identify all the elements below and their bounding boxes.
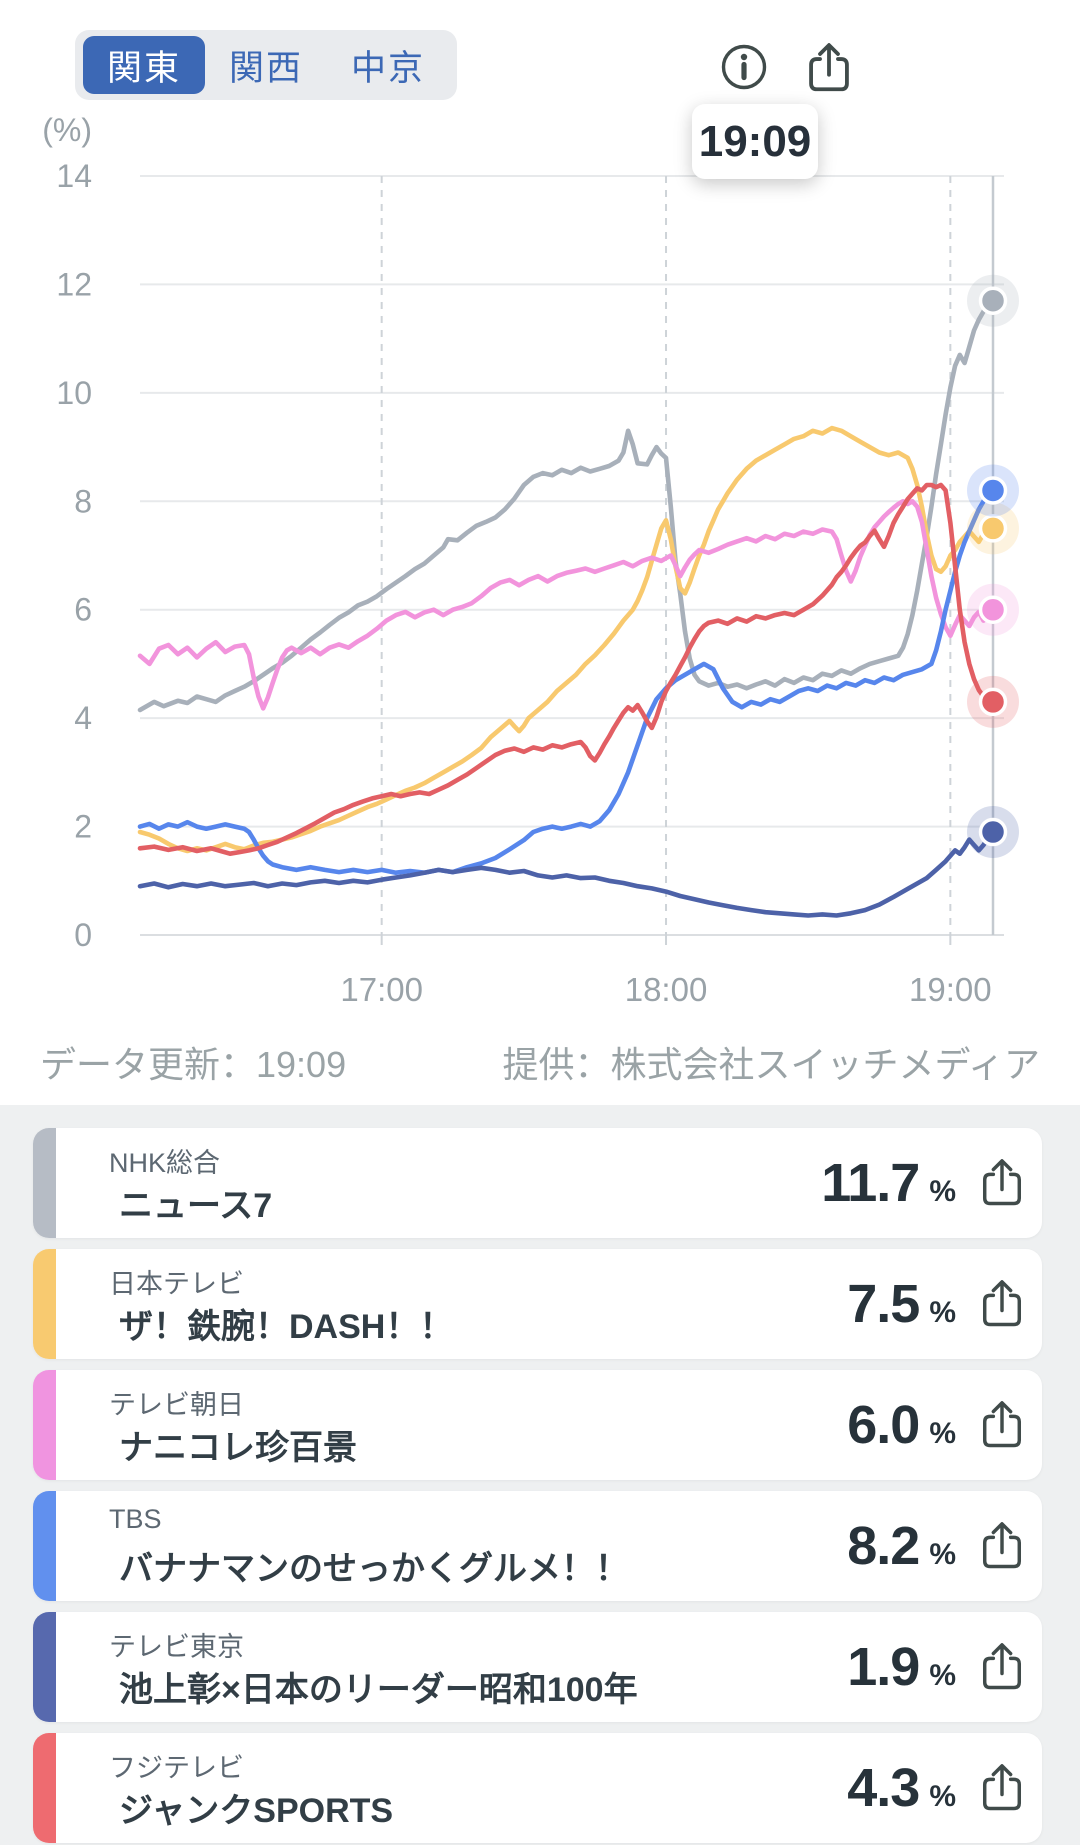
rating-value: 11.7 bbox=[821, 1153, 920, 1213]
rating-value: 4.3 bbox=[847, 1758, 920, 1818]
row-share-button[interactable] bbox=[978, 1398, 1026, 1452]
rating-unit: % bbox=[929, 1296, 956, 1329]
channel-name: TBS bbox=[109, 1504, 162, 1534]
channel-color-bar bbox=[33, 1249, 56, 1359]
program-title: ナニコレ珍百景 bbox=[119, 1429, 357, 1467]
rating-value-group: 7.5 % bbox=[847, 1273, 956, 1335]
svg-text:2: 2 bbox=[74, 809, 92, 845]
share-icon bbox=[982, 1643, 1022, 1690]
channel-color-bar bbox=[33, 1612, 56, 1722]
rating-value-group: 8.2 % bbox=[847, 1515, 956, 1577]
rating-value-group: 1.9 % bbox=[847, 1636, 956, 1698]
info-icon bbox=[721, 44, 767, 90]
program-card-tvasahi[interactable]: テレビ朝日 ナニコレ珍百景 6.0 % bbox=[33, 1370, 1042, 1480]
svg-text:19:00: 19:00 bbox=[909, 971, 992, 1008]
channel-color-bar bbox=[33, 1370, 56, 1480]
svg-text:10: 10 bbox=[56, 375, 92, 411]
share-icon bbox=[982, 1764, 1022, 1811]
channel-color-bar bbox=[33, 1491, 56, 1601]
channel-color-bar bbox=[33, 1733, 56, 1843]
share-button[interactable] bbox=[803, 40, 855, 94]
rating-value: 1.9 bbox=[847, 1637, 920, 1697]
program-title: ジャンクSPORTS bbox=[119, 1792, 394, 1830]
rating-unit: % bbox=[929, 1780, 956, 1813]
share-icon bbox=[982, 1159, 1022, 1206]
channel-color-bar bbox=[33, 1128, 56, 1238]
row-share-button[interactable] bbox=[978, 1156, 1026, 1210]
program-title: バナナマンのせっかくグルメ！！ bbox=[119, 1550, 629, 1588]
rating-unit: % bbox=[929, 1659, 956, 1692]
channel-name: NHK総合 bbox=[109, 1148, 221, 1178]
row-share-button[interactable] bbox=[978, 1519, 1026, 1573]
rating-unit: % bbox=[929, 1538, 956, 1571]
share-icon bbox=[982, 1522, 1022, 1569]
svg-text:18:00: 18:00 bbox=[625, 971, 708, 1008]
chart-meta: データ更新：19:09 提供：株式会社スイッチメディア bbox=[40, 1036, 1040, 1088]
program-title: ニュース7 bbox=[119, 1187, 273, 1225]
share-icon bbox=[809, 43, 849, 92]
tab-kansai[interactable]: 関西 bbox=[228, 48, 303, 88]
rating-value: 7.5 bbox=[847, 1274, 920, 1334]
share-icon bbox=[982, 1280, 1022, 1327]
program-card-tbs[interactable]: TBS バナナマンのせっかくグルメ！！ 8.2 % bbox=[33, 1491, 1042, 1601]
program-list: NHK総合 ニュース7 11.7 % 日本テレビ ザ！鉄腕！DASH！！ 7.5… bbox=[0, 1105, 1080, 1845]
rating-unit: % bbox=[929, 1175, 956, 1208]
data-updated-label: データ更新：19:09 bbox=[40, 1044, 347, 1085]
program-card-fuji[interactable]: フジテレビ ジャンクSPORTS 4.3 % bbox=[33, 1733, 1042, 1843]
program-title: ザ！鉄腕！DASH！！ bbox=[119, 1308, 454, 1346]
channel-name: テレビ東京 bbox=[109, 1632, 244, 1662]
program-card-ntv[interactable]: 日本テレビ ザ！鉄腕！DASH！！ 7.5 % bbox=[33, 1249, 1042, 1359]
rating-value: 6.0 bbox=[847, 1395, 920, 1455]
channel-name: テレビ朝日 bbox=[109, 1390, 244, 1420]
svg-text:8: 8 bbox=[74, 483, 92, 519]
channel-name: フジテレビ bbox=[109, 1753, 244, 1783]
tab-kanto[interactable]: 関東 bbox=[83, 36, 205, 94]
svg-text:0: 0 bbox=[74, 917, 92, 953]
svg-text:17:00: 17:00 bbox=[340, 971, 423, 1008]
row-share-button[interactable] bbox=[978, 1640, 1026, 1694]
program-title: 池上彰×日本のリーダー昭和100年 bbox=[119, 1671, 638, 1709]
channel-name: 日本テレビ bbox=[109, 1269, 244, 1299]
region-tabs: 関東 関西 中京 bbox=[75, 30, 457, 100]
rating-value-group: 11.7 % bbox=[821, 1152, 956, 1214]
svg-text:(%): (%) bbox=[42, 115, 92, 148]
time-tooltip: 19:09 bbox=[692, 104, 818, 179]
tab-chukyo[interactable]: 中京 bbox=[350, 48, 425, 88]
share-icon bbox=[982, 1401, 1022, 1448]
svg-text:14: 14 bbox=[56, 158, 92, 194]
ratings-chart-svg: 0 2 4 6 8 10 12 14 (%) 17:00 18:00 19:00 bbox=[42, 112, 1019, 1008]
svg-text:4: 4 bbox=[74, 700, 92, 736]
program-card-tvtokyo[interactable]: テレビ東京 池上彰×日本のリーダー昭和100年 1.9 % bbox=[33, 1612, 1042, 1722]
svg-text:12: 12 bbox=[56, 266, 92, 302]
row-share-button[interactable] bbox=[978, 1277, 1026, 1331]
provider-label: 提供：株式会社スイッチメディア bbox=[502, 1044, 1040, 1085]
row-share-button[interactable] bbox=[978, 1761, 1026, 1815]
rating-value-group: 4.3 % bbox=[847, 1757, 956, 1819]
svg-text:6: 6 bbox=[74, 592, 92, 628]
rating-value: 8.2 bbox=[847, 1516, 920, 1576]
info-button[interactable] bbox=[718, 40, 770, 94]
rating-unit: % bbox=[929, 1417, 956, 1450]
rating-value-group: 6.0 % bbox=[847, 1394, 956, 1456]
program-card-nhk[interactable]: NHK総合 ニュース7 11.7 % bbox=[33, 1128, 1042, 1238]
ratings-chart[interactable]: 0 2 4 6 8 10 12 14 (%) 17:00 18:00 19:00 bbox=[0, 112, 1080, 1015]
